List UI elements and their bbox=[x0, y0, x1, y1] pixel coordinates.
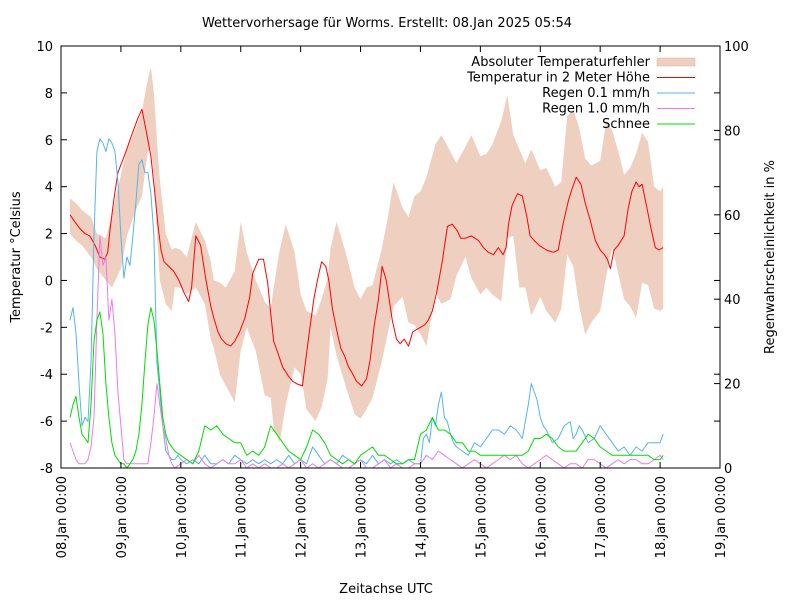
x-axis-label: Zeitachse UTC bbox=[339, 582, 433, 597]
legend-label: Schnee bbox=[602, 117, 650, 132]
x-tick-label: 16.Jan 00:00 bbox=[534, 476, 549, 558]
x-tick-label: 17.Jan 00:00 bbox=[594, 476, 609, 558]
plot-frame bbox=[60, 45, 721, 469]
legend-swatch bbox=[656, 57, 696, 67]
x-tick-label: 08.Jan 00:00 bbox=[55, 476, 70, 558]
series-line-temperatur-in-2-meter-h-he bbox=[69, 108, 664, 387]
y2-tick-label: 20 bbox=[724, 378, 741, 393]
series-line-schnee bbox=[69, 307, 664, 469]
y2-tick-label: 0 bbox=[724, 462, 732, 477]
x-tick-label: 13.Jan 00:00 bbox=[355, 476, 370, 558]
y-axis-label: Temperatur °Celsius bbox=[9, 191, 24, 324]
legend-label: Absoluter Temperaturfehler bbox=[471, 55, 650, 70]
x-axis: 08.Jan 00:00 09.Jan 00:00 10.Jan 00:00 11.J… bbox=[55, 46, 729, 558]
series-line-regen-1-0-mm-h bbox=[69, 235, 664, 469]
y-tick-label: 0 bbox=[45, 274, 53, 289]
y-tick-label: 6 bbox=[45, 134, 53, 149]
legend-label: Temperatur in 2 Meter Höhe bbox=[466, 71, 650, 86]
y-tick-label: -2 bbox=[40, 321, 53, 336]
series-band-absoluter-temperaturfehler bbox=[70, 67, 664, 443]
x-tick-label: 09.Jan 00:00 bbox=[115, 476, 130, 558]
y-tick-label: -8 bbox=[40, 462, 53, 477]
y-axis-left: -8 -6 -4 -2 0 2 4 6 8 10 bbox=[36, 40, 720, 477]
y-tick-label: -4 bbox=[40, 368, 53, 383]
x-tick-label: 18.Jan 00:00 bbox=[654, 476, 669, 558]
y2-axis-label: Regenwahrscheinlichkeit in % bbox=[763, 160, 778, 354]
legend-label: Regen 0.1 mm/h bbox=[542, 86, 650, 101]
y-tick-label: -6 bbox=[40, 415, 53, 430]
y2-tick-label: 100 bbox=[724, 40, 749, 55]
y-tick-label: 10 bbox=[36, 40, 53, 55]
series-lines-layer bbox=[69, 108, 664, 469]
x-tick-label: 14.Jan 00:00 bbox=[414, 476, 429, 558]
x-tick-label: 12.Jan 00:00 bbox=[295, 476, 310, 558]
x-tick-label: 11.Jan 00:00 bbox=[235, 476, 250, 558]
y-tick-label: 2 bbox=[45, 228, 53, 243]
y-tick-label: 8 bbox=[45, 87, 53, 102]
x-tick-label: 10.Jan 00:00 bbox=[175, 476, 190, 558]
x-tick-label: 15.Jan 00:00 bbox=[474, 476, 489, 558]
y2-tick-label: 80 bbox=[724, 124, 741, 139]
y-axis-right: 0 20 40 60 80 100 bbox=[714, 40, 749, 477]
legend-label: Regen 1.0 mm/h bbox=[542, 102, 650, 117]
x-tick-label: 19.Jan 00:00 bbox=[714, 476, 729, 558]
y-tick-label: 4 bbox=[45, 181, 53, 196]
temperature-error-band-layer bbox=[70, 67, 664, 443]
y2-tick-label: 40 bbox=[724, 293, 741, 308]
chart-title: Wettervorhersage für Worms. Erstellt: 08… bbox=[202, 16, 572, 31]
y2-tick-label: 60 bbox=[724, 209, 741, 224]
